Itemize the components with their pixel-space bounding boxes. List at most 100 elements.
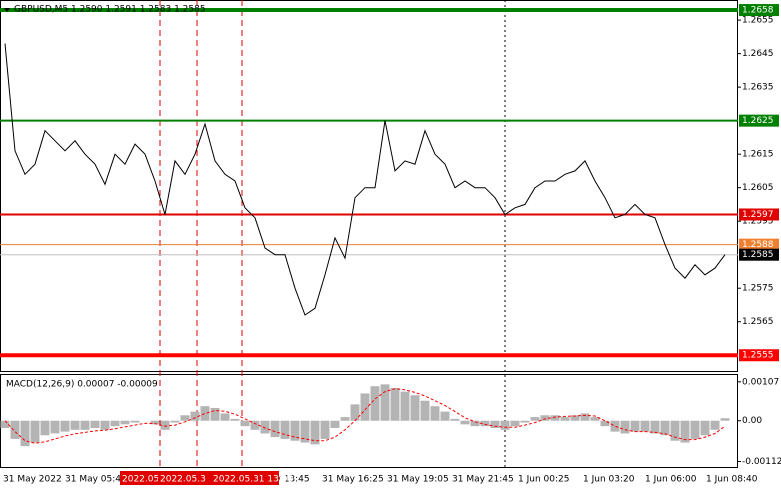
macd-bar (220, 413, 230, 421)
marker-label-box (158, 471, 211, 485)
level-label: 1.2588 (742, 240, 774, 250)
macd-bar (370, 386, 380, 421)
macd-bar (330, 420, 340, 428)
macd-bar (40, 420, 50, 436)
marker-label-box (211, 471, 279, 485)
macd-bar (390, 388, 400, 421)
macd-bar (380, 384, 390, 421)
level-label-box (739, 4, 779, 17)
macd-bar (650, 420, 660, 434)
marker-label: 2022.05 (122, 475, 159, 485)
macd-bar (320, 420, 330, 439)
macd-bar (310, 420, 320, 445)
macd-bar (530, 417, 540, 421)
macd-bar (600, 420, 610, 427)
x-axis-label: ay 13:45 (270, 475, 310, 485)
level-label-box (739, 349, 779, 362)
level-label: 1.2597 (742, 210, 774, 220)
macd-bar (430, 406, 440, 421)
level-label-box (739, 208, 779, 221)
macd-bar (290, 420, 300, 441)
macd-bar (70, 420, 80, 430)
y-tick-label: 1.2655 (742, 16, 774, 26)
y-tick-label: 1.2615 (742, 150, 774, 160)
x-axis-label: 31 May 16:25 (322, 475, 384, 485)
y-tick-label: 1.2575 (742, 284, 774, 294)
macd-bar (30, 420, 40, 443)
macd-bar (340, 417, 350, 421)
macd-bar (60, 420, 70, 432)
macd-bar (440, 411, 450, 421)
x-axis-label: 31 May 19:05 (387, 475, 449, 485)
macd-bar (170, 420, 180, 423)
level-label: 1.2625 (742, 116, 774, 126)
macd-title: MACD(12,26,9) 0.00007 -0.00009 (6, 380, 158, 390)
price-title: GBPUSD,M5 1.2590 1.2591 1.2583 1.2585 (14, 5, 206, 15)
macd-bar (570, 415, 580, 421)
macd-bar (510, 420, 520, 427)
macd-bar (80, 420, 90, 430)
macd-bar (230, 418, 240, 421)
macd-bar (240, 420, 250, 427)
macd-bar (450, 418, 460, 421)
x-axis-label: 31 May 05:4 (65, 475, 121, 485)
macd-bar (350, 404, 360, 421)
macd-bar (410, 395, 420, 421)
level-label: 1.2555 (742, 351, 774, 361)
marker-label-box (120, 471, 158, 485)
macd-bar (130, 420, 140, 423)
x-axis-label: 1 Jun 00:25 (518, 475, 569, 485)
macd-bar (680, 420, 690, 443)
x-axis-label: 31 May 21:45 (452, 475, 514, 485)
period-markers (159, 0, 243, 468)
y-tick-label: 1.2595 (742, 217, 774, 227)
macd-bar (660, 420, 670, 436)
macd-bar (580, 413, 590, 421)
macd-bar (100, 420, 110, 430)
macd-bar (460, 420, 470, 425)
macd-bar (480, 420, 490, 427)
macd-bar (10, 420, 20, 439)
macd-bar (300, 420, 310, 443)
level-label: 1.2585 (742, 250, 774, 260)
macd-bar (500, 420, 510, 430)
macd-bar (470, 420, 480, 427)
macd-bar (560, 417, 570, 421)
x-axis-label: 1 Jun 08:40 (706, 475, 758, 485)
plot-layer (0, 8, 738, 447)
macd-bar (0, 420, 10, 428)
macd-bar (280, 420, 290, 439)
signal-line (4, 388, 726, 444)
x-axis-label: 1 Jun 03:20 (583, 475, 635, 485)
macd-bar (110, 420, 120, 427)
macd-bar (180, 415, 190, 421)
macd-bar (520, 420, 530, 423)
x-axis-label: 31 May 2022 (3, 475, 62, 485)
macd-bar (90, 420, 100, 428)
macd-bar (590, 417, 600, 421)
macd-bar (710, 420, 720, 430)
macd-bar (550, 415, 560, 421)
macd-bar (490, 420, 500, 428)
level-label-box (739, 248, 779, 261)
macd-bar (260, 420, 270, 434)
symbol-icon (4, 8, 10, 12)
macd-bar (670, 420, 680, 441)
macd-bar (200, 406, 210, 421)
macd-bar (270, 420, 280, 438)
level-label: 1.2658 (742, 6, 774, 16)
y-tick-label: 1.2605 (742, 183, 774, 193)
y-tick-label: 0.00 (742, 416, 762, 426)
marker-label: 2022.05.3 (160, 475, 206, 485)
macd-bar (190, 411, 200, 421)
y-tick-label: 1.2635 (742, 83, 774, 93)
y-tick-label: 1.2645 (742, 49, 774, 59)
macd-bar (610, 420, 620, 432)
macd-bar (690, 420, 700, 439)
macd-bar (210, 408, 220, 421)
macd-bar (540, 415, 550, 421)
macd-bar (360, 393, 370, 421)
macd-bar (630, 420, 640, 432)
y-tick-label: -0.00112 (742, 457, 781, 467)
